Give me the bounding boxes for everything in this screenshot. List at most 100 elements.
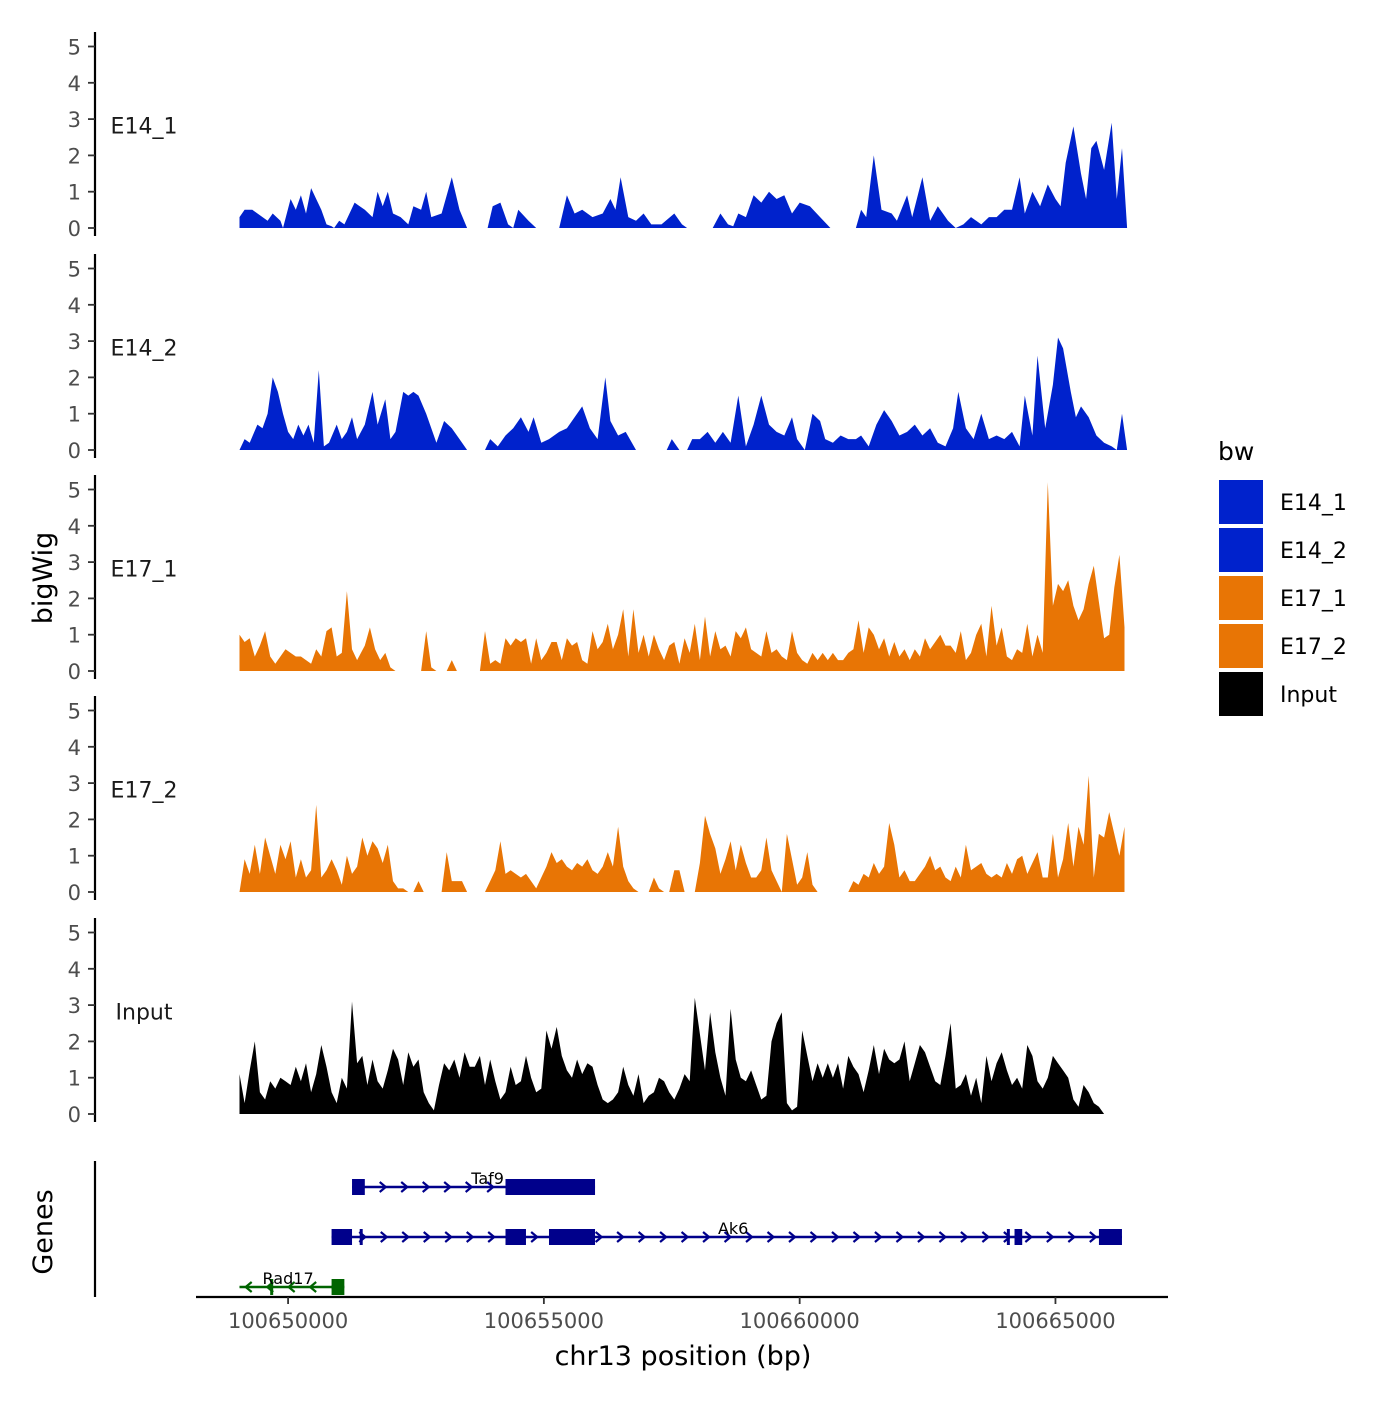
strand-arrow (379, 1181, 388, 1193)
legend-swatch (1219, 672, 1263, 716)
legend-swatch (1219, 624, 1263, 668)
y-tick-label: 1 (68, 403, 81, 427)
legend: bw E14_1 E14_2 E17_1 E17_2 Input (1218, 437, 1347, 716)
strand-arrow (874, 1231, 883, 1243)
strand-arrow (1046, 1231, 1055, 1243)
strand-arrow (401, 1231, 410, 1243)
strand-arrow (831, 1231, 840, 1243)
y-tick-label: 3 (68, 108, 81, 132)
gene-exon (1098, 1229, 1122, 1245)
y-tick-label: 0 (68, 439, 81, 463)
y-tick-label: 4 (68, 736, 81, 760)
coverage-area (413, 881, 424, 892)
strand-arrow (243, 1281, 253, 1293)
track-label: E17_2 (111, 779, 178, 804)
gene-exon (505, 1179, 596, 1195)
strand-arrow (444, 1231, 453, 1243)
track-label: E14_1 (111, 115, 178, 140)
coverage-area (687, 337, 1128, 450)
y-tick-label: 2 (68, 366, 81, 390)
x-tick-label: 100660000 (740, 1309, 860, 1333)
bigwig-tracks: 0 1 2 3 4 5 E14_1 0 1 2 3 4 5 E14_2 0 1 2 3 4 5 E17_1 0 1 2 3 4 5 E… (68, 31, 1128, 1127)
strand-arrow (1024, 1231, 1034, 1243)
strand-arrow (486, 1181, 495, 1193)
track-label: E14_2 (111, 337, 178, 362)
y-tick-label: 2 (68, 144, 81, 168)
y-tick-label: 1 (68, 845, 81, 869)
coverage-area (334, 177, 468, 228)
strand-arrow (938, 1231, 948, 1243)
legend-label: E14_1 (1280, 491, 1347, 516)
gene-exon (1006, 1229, 1010, 1245)
strand-arrow (981, 1231, 991, 1243)
y-tick-label: 1 (68, 624, 81, 648)
strand-arrow (443, 1181, 452, 1193)
gene-exon (548, 1229, 596, 1245)
strand-arrow (423, 1231, 432, 1243)
gene-rad17: Rad17 (239, 1269, 345, 1295)
track-input: 0 1 2 3 4 5 Input (68, 917, 1105, 1127)
gene-exon (1014, 1229, 1023, 1245)
track-e17-1: 0 1 2 3 4 5 E17_1 (68, 474, 1125, 684)
coverage-area (666, 439, 680, 450)
coverage-area (283, 188, 335, 228)
legend-title: bw (1218, 437, 1254, 466)
coverage-area (485, 377, 636, 450)
y-tick-label: 1 (68, 1067, 81, 1091)
strand-arrow (788, 1231, 797, 1243)
legend-label: Input (1280, 683, 1337, 708)
strand-arrow (852, 1231, 862, 1243)
coverage-area (648, 877, 665, 892)
y-tick-label: 2 (68, 1030, 81, 1054)
strand-arrow (702, 1231, 711, 1243)
coverage-area (669, 870, 685, 892)
strand-arrow (723, 1231, 733, 1243)
strand-arrow (530, 1231, 539, 1243)
track-e14-1: 0 1 2 3 4 5 E14_1 (68, 31, 1128, 241)
track-e17-2: 0 1 2 3 4 5 E17_2 (68, 695, 1125, 905)
legend-label: E17_2 (1280, 635, 1347, 660)
legend-swatch (1219, 480, 1263, 524)
track-label: Input (116, 1001, 173, 1026)
strand-arrow (1067, 1231, 1077, 1243)
y-tick-label: 0 (68, 881, 81, 905)
coverage-area (487, 202, 537, 228)
y-tick-label: 2 (68, 808, 81, 832)
y-tick-label: 4 (68, 515, 81, 539)
strand-arrow (616, 1231, 625, 1243)
x-tick-label: 100650000 (228, 1309, 348, 1333)
track-e14-2: 0 1 2 3 4 5 E14_2 (68, 253, 1128, 463)
gene-taf9: Taf9 (352, 1169, 596, 1195)
strand-arrow (421, 1181, 431, 1193)
coverage-area (485, 826, 639, 892)
strand-arrow (380, 1231, 389, 1243)
coverage-area (239, 591, 406, 671)
gene-annotation-track: Taf9 Ak6 Rad17 (93, 1161, 1122, 1297)
coverage-area (239, 997, 1105, 1114)
y-tick-label: 4 (68, 958, 81, 982)
coverage-area (855, 122, 1128, 228)
coverage-area (559, 177, 688, 228)
y-tick-label: 0 (68, 1103, 81, 1127)
coverage-area (479, 482, 1125, 671)
coverage-area (848, 775, 1125, 892)
coverage-area (712, 191, 831, 228)
y-tick-label: 3 (68, 551, 81, 575)
strand-arrow (594, 1231, 604, 1243)
gene-label: Ak6 (718, 1219, 748, 1238)
y-tick-label: 3 (68, 772, 81, 796)
legend-label: E14_2 (1280, 539, 1347, 564)
strand-arrow (809, 1231, 819, 1243)
genes-panel-label: Genes (28, 1189, 59, 1274)
strand-arrow (1089, 1231, 1098, 1243)
strand-arrow (286, 1281, 296, 1293)
strand-arrow (766, 1231, 776, 1243)
y-tick-label: 1 (68, 181, 81, 205)
y-tick-label: 3 (68, 994, 81, 1018)
coverage-area (446, 660, 457, 671)
gene-ak6: Ak6 (331, 1219, 1122, 1245)
strand-arrow (465, 1231, 475, 1243)
strand-arrow (308, 1281, 317, 1293)
strand-arrow (487, 1231, 496, 1243)
